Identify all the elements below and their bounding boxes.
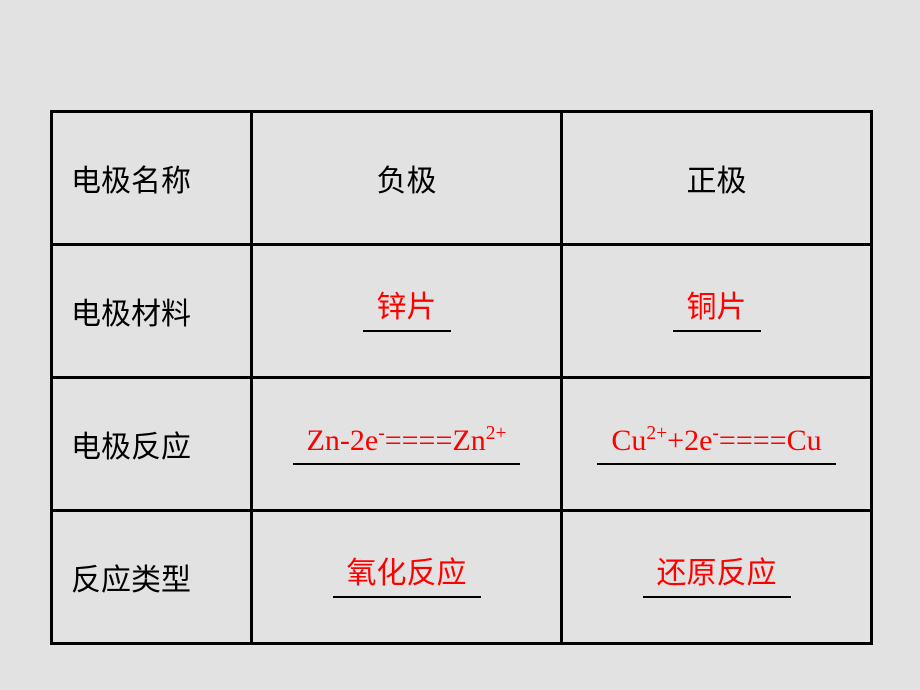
table-row: 电极反应 Zn-2e-====Zn2+ Cu2++2e-====Cu bbox=[52, 378, 872, 511]
value-material-pos: 铜片 bbox=[673, 290, 761, 332]
row-label-type: 反应类型 bbox=[52, 511, 252, 644]
row-label-material: 电极材料 bbox=[52, 245, 252, 378]
col-header-name: 电极名称 bbox=[52, 112, 252, 245]
row-label-reaction: 电极反应 bbox=[52, 378, 252, 511]
col-header-positive: 正极 bbox=[562, 112, 872, 245]
electrode-table: 电极名称 负极 正极 电极材料 锌片 铜片 电极反应 Zn-2e-====Zn2… bbox=[50, 110, 873, 645]
cell-reaction-pos: Cu2++2e-====Cu bbox=[562, 378, 872, 511]
table-row: 电极名称 负极 正极 bbox=[52, 112, 872, 245]
table-row: 电极材料 锌片 铜片 bbox=[52, 245, 872, 378]
col-header-negative: 负极 bbox=[252, 112, 562, 245]
value-reaction-neg: Zn-2e-====Zn2+ bbox=[293, 423, 521, 465]
cell-material-pos: 铜片 bbox=[562, 245, 872, 378]
cell-reaction-neg: Zn-2e-====Zn2+ bbox=[252, 378, 562, 511]
cell-type-neg: 氧化反应 bbox=[252, 511, 562, 644]
cell-material-neg: 锌片 bbox=[252, 245, 562, 378]
cell-type-pos: 还原反应 bbox=[562, 511, 872, 644]
value-type-pos: 还原反应 bbox=[643, 556, 791, 598]
table-row: 反应类型 氧化反应 还原反应 bbox=[52, 511, 872, 644]
value-reaction-pos: Cu2++2e-====Cu bbox=[597, 423, 835, 465]
value-type-neg: 氧化反应 bbox=[333, 556, 481, 598]
value-material-neg: 锌片 bbox=[363, 290, 451, 332]
